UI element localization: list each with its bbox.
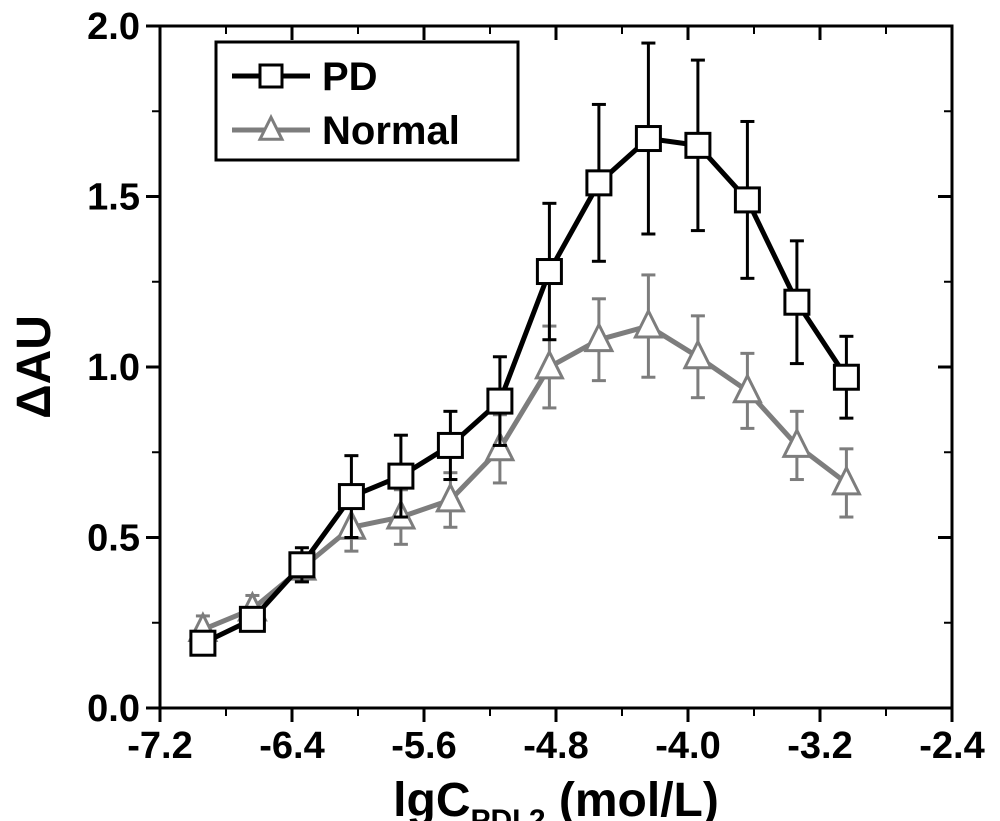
legend-label: Normal [322,109,460,153]
marker-pd [438,433,462,457]
marker-normal [536,352,562,378]
marker-pd [339,485,363,509]
x-tick-label: -6.4 [259,725,324,767]
x-axis-title: lgCPDI 2 (mol/L) [393,774,719,821]
legend-label: PD [322,55,378,99]
series-line-normal [203,326,847,629]
y-tick-label: 0.0 [87,688,140,730]
marker-pd [587,171,611,195]
marker-pd [686,133,710,157]
marker-pd [636,127,660,151]
marker-pd [191,631,215,655]
marker-pd [488,389,512,413]
marker-normal [685,342,711,368]
y-axis-title: ΔAU [8,315,61,419]
legend-marker-pd [260,65,282,87]
marker-normal [635,311,661,337]
x-tick-label: -7.2 [127,725,192,767]
x-tick-label: -2.4 [919,725,984,767]
x-tick-label: -3.2 [787,725,852,767]
y-tick-label: 1.5 [87,177,140,219]
legend: PD Normal [216,42,518,160]
marker-pd [735,188,759,212]
marker-normal [734,376,760,402]
x-tick-label: -5.6 [391,725,456,767]
x-tick-label: -4.8 [523,725,588,767]
marker-pd [290,553,314,577]
marker-pd [240,607,264,631]
marker-pd [785,290,809,314]
y-tick-label: 2.0 [87,6,140,48]
chart-container: -7.2 -6.4 -5.6 -4.8 -4.0 -3.2 -2.4 0.0 0.5 1.0 1.5… [0,0,1000,821]
marker-pd [537,260,561,284]
y-tick-label: 0.5 [87,518,140,560]
x-tick-label: -4.0 [655,725,720,767]
marker-normal [833,468,859,494]
y-tick-label: 1.0 [87,347,140,389]
chart-svg: -7.2 -6.4 -5.6 -4.8 -4.0 -3.2 -2.4 0.0 0.5 1.0 1.5… [0,0,1000,821]
marker-pd [389,464,413,488]
marker-pd [834,365,858,389]
